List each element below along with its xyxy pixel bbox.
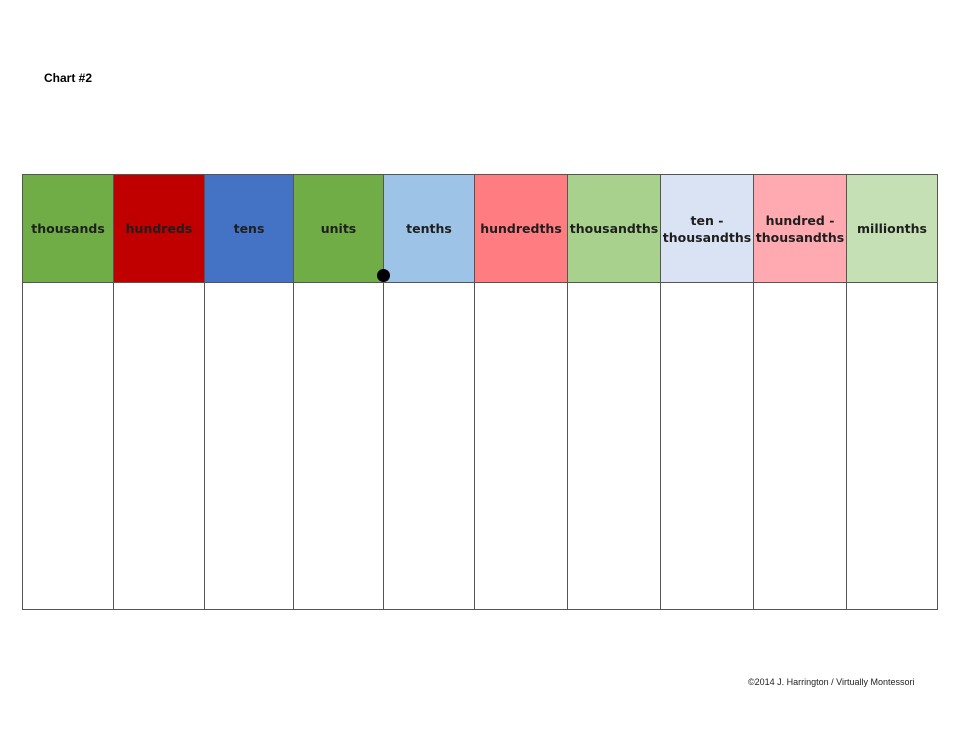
header-label: thousandths: [569, 221, 659, 236]
column-hundreds: hundreds: [114, 175, 205, 609]
column-header: tens: [205, 175, 293, 283]
column-units: units: [294, 175, 384, 609]
header-label-line2: thousandths: [662, 229, 752, 245]
header-label: millionths: [857, 221, 927, 236]
column-header: hundreds: [114, 175, 204, 283]
column-cell: [847, 283, 937, 609]
header-label-line1: ten -: [690, 212, 724, 228]
column-header: hundred - thousandths: [754, 175, 846, 283]
column-cell: [23, 283, 113, 609]
chart-title: Chart #2: [44, 71, 93, 85]
column-ten-thousandths: ten - thousandths: [661, 175, 754, 609]
column-cell: [754, 283, 846, 609]
header-label-line1: hundred -: [765, 212, 835, 228]
column-cell: [294, 283, 383, 609]
column-cell: [568, 283, 660, 609]
header-label: hundredths: [480, 221, 562, 236]
column-header: tenths: [384, 175, 474, 283]
column-cell: [114, 283, 204, 609]
column-tens: tens: [205, 175, 294, 609]
column-header: ten - thousandths: [661, 175, 753, 283]
header-label: tenths: [406, 221, 452, 236]
decimal-point-dot: [377, 269, 390, 282]
column-header: hundredths: [475, 175, 567, 283]
column-cell: [661, 283, 753, 609]
column-header: thousandths: [568, 175, 660, 283]
column-tenths: tenths: [384, 175, 475, 609]
header-label: units: [320, 221, 357, 236]
place-value-chart: thousands hundreds tens units tenths hun…: [22, 174, 938, 610]
column-cell: [475, 283, 567, 609]
header-label: hundreds: [125, 221, 193, 236]
column-thousands: thousands: [23, 175, 114, 609]
column-thousandths: thousandths: [568, 175, 661, 609]
column-header: units: [294, 175, 383, 283]
column-cell: [205, 283, 293, 609]
column-header: millionths: [847, 175, 937, 283]
header-label: thousands: [31, 221, 105, 236]
header-label-line2: thousandths: [755, 229, 845, 245]
copyright-notice: ©2014 J. Harrington / Virtually Montesso…: [748, 677, 915, 687]
column-cell: [384, 283, 474, 609]
column-hundredths: hundredths: [475, 175, 568, 609]
column-millionths: millionths: [847, 175, 937, 609]
column-header: thousands: [23, 175, 113, 283]
header-label: tens: [233, 221, 265, 236]
column-hundred-thousandths: hundred - thousandths: [754, 175, 847, 609]
